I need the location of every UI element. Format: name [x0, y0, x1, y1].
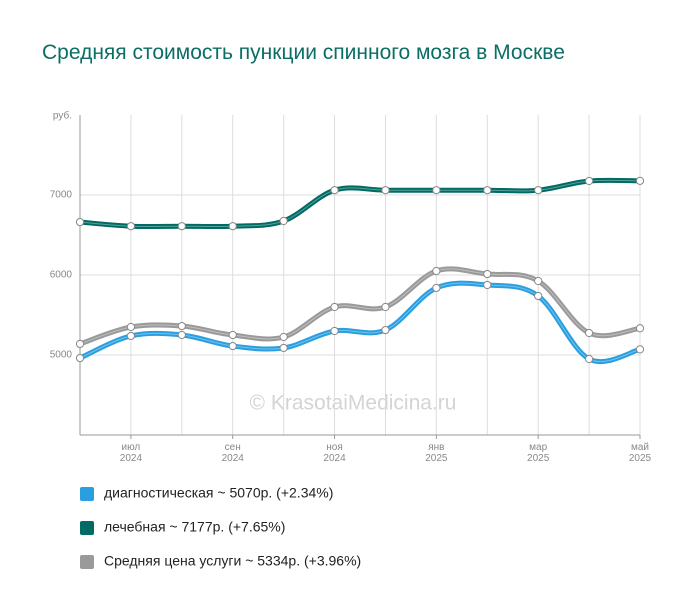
x-tick-label: сен 2024: [222, 442, 245, 464]
point: [75, 353, 85, 363]
legend-swatch: [80, 487, 94, 501]
series-line-stripe: [79, 179, 641, 228]
point: [584, 176, 594, 186]
point: [483, 186, 492, 195]
point: [381, 302, 390, 312]
point: [534, 276, 543, 286]
point: [330, 302, 339, 312]
point: [75, 339, 85, 349]
x-tick-part: сен: [225, 442, 241, 453]
legend-swatch: [80, 521, 94, 535]
y-tick-label: 5000: [50, 350, 73, 361]
point: [635, 176, 645, 185]
x-tick-part: янв: [428, 442, 444, 453]
legend-label: Средняя цена услуги ~ 5334р. (+3.96%): [104, 553, 361, 569]
point: [279, 332, 288, 342]
point: [75, 217, 85, 227]
point: [228, 341, 237, 351]
point: [534, 186, 543, 195]
x-tick-part: 2025: [629, 453, 652, 464]
x-tick-part: май: [631, 442, 649, 453]
point: [279, 216, 288, 226]
point: [126, 222, 136, 231]
point: [635, 345, 645, 354]
x-tick-part: ноя: [326, 442, 343, 453]
watermark: © KrasotaiMedicina.ru: [250, 392, 457, 415]
x-tick-label: мар 2025: [527, 442, 550, 464]
y-tick-label: 6000: [50, 270, 73, 281]
point: [432, 186, 441, 195]
chart-title: Средняя стоимость пункции спинного мозга…: [42, 41, 565, 64]
point: [534, 291, 543, 301]
point: [381, 186, 390, 195]
series-line: [79, 177, 641, 230]
point: [584, 354, 594, 364]
point: [635, 324, 645, 333]
x-tick-part: 2024: [323, 453, 346, 464]
point: [330, 186, 339, 195]
legend-label: диагностическая ~ 5070р. (+2.34%): [104, 485, 333, 501]
x-tick-label: июл 2024: [120, 442, 143, 464]
point: [584, 328, 594, 338]
legend-label: лечебная ~ 7177р. (+7.65%): [104, 519, 285, 535]
point: [177, 330, 186, 340]
point: [381, 325, 390, 335]
point: [483, 280, 492, 290]
x-tick-part: июл: [122, 442, 141, 453]
x-tick-part: 2025: [425, 453, 448, 464]
point: [177, 321, 186, 331]
y-tick-label: 7000: [50, 190, 73, 201]
point: [228, 330, 237, 340]
x-tick-part: 2024: [222, 453, 245, 464]
x-tick-label: ноя 2024: [323, 442, 346, 464]
point: [228, 222, 237, 231]
point: [483, 269, 492, 279]
point: [126, 322, 136, 332]
x-tick-label: май 2025: [629, 442, 652, 464]
point: [432, 283, 441, 293]
point: [126, 331, 136, 341]
x-tick-part: 2024: [120, 453, 143, 464]
x-tick-part: 2025: [527, 453, 550, 464]
y-unit: руб.: [53, 110, 72, 122]
point: [279, 343, 288, 353]
point: [177, 222, 186, 231]
x-tick-part: мар: [529, 442, 547, 453]
point: [330, 326, 339, 336]
legend-swatch: [80, 555, 94, 569]
x-tick-label: янв 2025: [425, 442, 448, 464]
point: [432, 266, 441, 276]
